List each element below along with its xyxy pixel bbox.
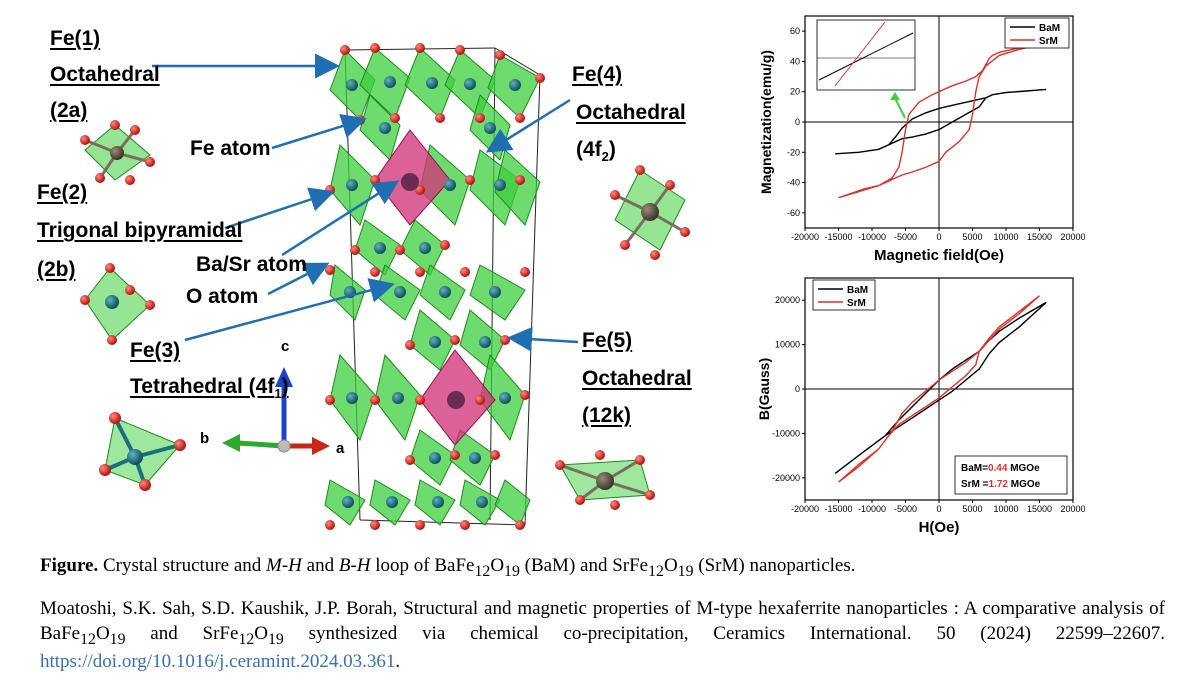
y-tick-label: 10000	[775, 340, 800, 350]
fe5-label-site: (12k)	[582, 404, 632, 427]
fe1-label-site: (2a)	[50, 99, 88, 122]
energy-product-box	[954, 455, 1068, 495]
x-tick-label: 10000	[993, 232, 1018, 242]
pointer-arrows	[152, 53, 579, 352]
x-tick-label: 0	[936, 232, 941, 242]
fe-atoms	[342, 76, 521, 508]
fe1-polyhedron-icon	[80, 120, 155, 185]
energy-product-annotation: BaM=0.44 MGOe SrM =1.72 MGOe	[954, 455, 1068, 495]
y-tick-label: 0	[795, 384, 800, 394]
y-axis-title: Magnetization(emu/g)	[758, 50, 774, 194]
y-tick-label: -40	[787, 178, 800, 188]
legend-box	[1004, 17, 1070, 49]
y-tick-label: -20000	[772, 473, 800, 483]
x-axis-title: Magnetic field(Oe)	[874, 247, 1004, 264]
x-tick-label: 20000	[1060, 232, 1085, 242]
legend-label: SrM	[847, 298, 866, 309]
x-tick-label: 0	[936, 504, 941, 514]
inset-frame	[816, 19, 916, 91]
x-tick-label: -5000	[894, 232, 917, 242]
x-tick-label: 20000	[1060, 504, 1085, 514]
fe2-polyhedron-icon	[80, 263, 155, 345]
x-tick-label: -20000	[791, 504, 819, 514]
fe3-label-name: Fe(3)	[130, 339, 181, 362]
axis-triad	[222, 367, 330, 455]
y-tick-label: 20000	[775, 295, 800, 305]
mh-loop-chart: -20000 -15000 -10000 -5000 0 5000 10000 15000 20…	[758, 15, 1085, 264]
o-atom-label: O atom	[186, 285, 259, 308]
legend-label: BaM	[847, 285, 868, 296]
inset-pointer-arrowhead	[890, 92, 900, 100]
y-tick-label: -20	[787, 147, 800, 157]
y-tick-label: 60	[790, 26, 800, 36]
fe4-polyhedron-icon	[610, 165, 690, 260]
fe1-label-geometry: Octahedral	[50, 63, 160, 86]
fe4-label-name: Fe(4)	[572, 63, 623, 86]
x-tick-label: -10000	[858, 504, 886, 514]
axis-b-label: b	[200, 430, 210, 447]
x-tick-label: -20000	[791, 232, 819, 242]
x-tick-label: -15000	[824, 232, 852, 242]
inset-series-BaM-line	[818, 32, 914, 81]
x-tick-label: -10000	[858, 232, 886, 242]
fe3-label-geometry: Tetrahedral (4f1)	[130, 375, 289, 402]
series-BaM-line	[834, 301, 1047, 474]
fe5-label-name: Fe(5)	[582, 329, 633, 352]
citation: Moatoshi, S.K. Sah, S.D. Kaushik, J.P. B…	[40, 598, 1165, 673]
axis-a-label: a	[336, 440, 345, 457]
legend-box	[812, 279, 876, 311]
energy-product-bam: BaM=0.44 MGOe	[961, 463, 1040, 474]
y-tick-label: -60	[787, 208, 800, 218]
inset-pointer-arrow	[894, 97, 906, 119]
doi-link[interactable]: https://doi.org/10.1016/j.ceramint.2024.…	[40, 651, 396, 673]
fe4-label-site: (4f2)	[576, 138, 616, 165]
energy-product-srm: SrM =1.72 MGOe	[961, 479, 1041, 490]
basr-atom-label: Ba/Sr atom	[196, 253, 307, 276]
x-axis-title: H(Oe)	[919, 519, 960, 536]
bh-loop-chart: -20000 -15000 -10000 -5000 0 5000 10000 15000 20…	[756, 277, 1085, 536]
fe-atom-label: Fe atom	[190, 137, 271, 160]
x-tick-label: 15000	[1027, 232, 1052, 242]
fe3-polyhedron-icon	[99, 412, 186, 491]
y-tick-label: 20	[790, 87, 800, 97]
y-tick-label: 0	[795, 117, 800, 127]
x-tick-label: 15000	[1027, 504, 1052, 514]
x-tick-label: 5000	[962, 232, 982, 242]
fe5-polyhedron-icon	[555, 450, 655, 510]
fe2-label-geometry: Trigonal bipyramidal	[37, 219, 243, 242]
x-tick-label: 5000	[962, 504, 982, 514]
y-tick-label: -10000	[772, 428, 800, 438]
y-tick-label: 40	[790, 56, 800, 66]
fe4-label-geometry: Octahedral	[576, 101, 686, 124]
legend-label: BaM	[1039, 23, 1060, 34]
ba-sr-atom-2	[447, 391, 465, 409]
x-tick-label: -15000	[824, 504, 852, 514]
fe2-label-site: (2b)	[37, 258, 76, 281]
inset-series-SrM-line	[834, 21, 886, 87]
crystal-structure-illustration	[80, 43, 690, 530]
y-axis-title: B(Gauss)	[756, 358, 772, 420]
series-SrM-line	[838, 295, 1040, 483]
legend-label: SrM	[1039, 36, 1058, 47]
oxygen-atoms	[325, 43, 545, 530]
ba-sr-atom	[401, 173, 419, 191]
figure-caption: Figure. Crystal structure and M-H and B-…	[40, 555, 856, 580]
x-tick-label: -5000	[894, 504, 917, 514]
fe2-label-name: Fe(2)	[37, 181, 88, 204]
fe1-label-name: Fe(1)	[50, 27, 101, 50]
axis-c-label: c	[281, 338, 290, 355]
x-tick-label: 10000	[993, 504, 1018, 514]
fe5-label-geometry: Octahedral	[582, 367, 692, 390]
inset-plot	[816, 19, 916, 119]
